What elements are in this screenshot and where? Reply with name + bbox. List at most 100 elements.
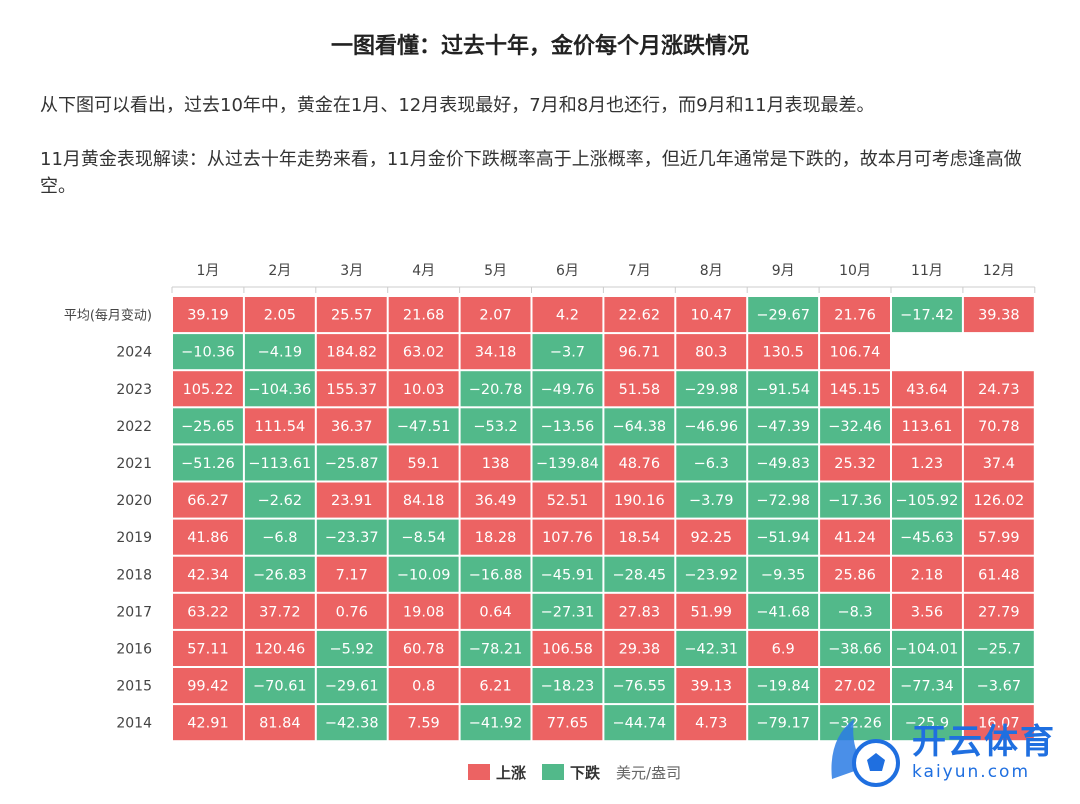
heatmap-cell-label: −42.31 [684, 641, 738, 657]
heatmap-cell [604, 556, 675, 592]
heatmap-cell [532, 408, 603, 444]
heatmap-cell-label: 18.54 [619, 530, 661, 546]
heatmap-cell-label: −23.92 [684, 567, 738, 583]
heatmap-cell-label: −10.36 [181, 345, 235, 361]
heatmap-cell-label: 41.24 [834, 530, 876, 546]
heatmap-cell [316, 705, 387, 741]
x-tick-label: 10月 [839, 263, 871, 279]
heatmap-cell-label: −3.79 [689, 493, 733, 509]
heatmap-cell-label: −47.39 [756, 419, 810, 435]
heatmap-cell [892, 668, 962, 704]
heatmap-cell [676, 593, 747, 629]
heatmap-cell-label: 6.21 [479, 679, 511, 695]
heatmap-cell-label: −49.76 [541, 382, 595, 398]
heatmap-cell [244, 519, 315, 555]
heatmap-cell [604, 519, 675, 555]
heatmap-cell [388, 297, 459, 333]
y-tick-label: 2019 [116, 530, 152, 546]
heatmap-cell [388, 705, 459, 741]
heatmap-cell [748, 593, 819, 629]
heatmap-cell [532, 630, 603, 666]
heatmap-cell-label: 25.32 [834, 456, 876, 472]
heatmap-cell [963, 556, 1034, 592]
brand-watermark: 开云体育 kaiyun.com [820, 706, 1070, 798]
heatmap-cell [244, 482, 315, 518]
heatmap-cell [532, 668, 603, 704]
heatmap-cell-label: −3.7 [550, 345, 585, 361]
heatmap-cell-label: −38.66 [828, 641, 882, 657]
heatmap-cell [173, 445, 243, 481]
heatmap-cell-label: 25.57 [331, 308, 373, 324]
heatmap-cell-label: 41.86 [187, 530, 229, 546]
heatmap-cell [676, 482, 747, 518]
heatmap-cell-label: 77.65 [547, 716, 589, 732]
heatmap-cell [820, 371, 890, 407]
heatmap-cell-label: −17.42 [900, 308, 954, 324]
heatmap-cell [460, 371, 531, 407]
heatmap-cell [460, 705, 531, 741]
heatmap-cell-label: −19.84 [756, 679, 810, 695]
heatmap-cell-label: 59.1 [408, 456, 440, 472]
heatmap-cell-label: 4.73 [695, 716, 727, 732]
heatmap-cell [820, 445, 890, 481]
x-tick-label: 5月 [484, 263, 507, 279]
heatmap-cell [316, 556, 387, 592]
heatmap-cell [748, 668, 819, 704]
heatmap-cell-label: 96.71 [619, 345, 661, 361]
heatmap-cell [604, 482, 675, 518]
heatmap-cell-label: 120.46 [254, 641, 305, 657]
heatmap-cell-label: 63.22 [187, 604, 229, 620]
y-tick-label: 2022 [116, 419, 152, 435]
heatmap-cell-label: 126.02 [973, 493, 1024, 509]
heatmap-cell [963, 297, 1034, 333]
heatmap-cell [316, 408, 387, 444]
heatmap-cell [316, 668, 387, 704]
heatmap-cell-label: −41.68 [756, 604, 810, 620]
heatmap-cell [892, 519, 962, 555]
heatmap-cell [173, 556, 243, 592]
heatmap-cell-label: 19.08 [403, 604, 445, 620]
heatmap-cell [460, 297, 531, 333]
heatmap-cell [963, 630, 1034, 666]
heatmap-cell [604, 705, 675, 741]
x-tick-label: 8月 [700, 263, 723, 279]
heatmap-cell-label: −78.21 [469, 641, 523, 657]
heatmap-cell [316, 630, 387, 666]
y-tick-label: 2018 [116, 567, 152, 583]
x-tick-label: 1月 [196, 263, 219, 279]
heatmap-cell-label: 2.05 [264, 308, 296, 324]
heatmap-cell [460, 593, 531, 629]
heatmap-cell [244, 408, 315, 444]
heatmap-cell [532, 705, 603, 741]
heatmap-cell [604, 630, 675, 666]
heatmap-cell [244, 705, 315, 741]
heatmap-cell-label: 92.25 [690, 530, 732, 546]
heatmap-cell-label: −6.3 [694, 456, 729, 472]
heatmap-cell [173, 519, 243, 555]
heatmap-cell-label: 37.4 [983, 456, 1015, 472]
heatmap-cell-label: 57.99 [978, 530, 1020, 546]
heatmap-cell [604, 297, 675, 333]
heatmap-cell [460, 482, 531, 518]
heatmap-cell [748, 519, 819, 555]
watermark-brand-cn: 开云体育 [912, 722, 1056, 762]
heatmap-cell-label: 51.58 [619, 382, 661, 398]
heatmap-cell [604, 408, 675, 444]
heatmap-cell-label: 52.51 [547, 493, 589, 509]
y-tick-label: 2023 [116, 382, 152, 398]
legend-up-label: 上涨 [496, 763, 527, 782]
heatmap-cell [532, 482, 603, 518]
heatmap-cell [748, 408, 819, 444]
heatmap-cell-label: −51.26 [181, 456, 235, 472]
heatmap-cell-label: −139.84 [536, 456, 599, 472]
heatmap-cell [748, 445, 819, 481]
heatmap-cell [748, 297, 819, 333]
heatmap-cell [173, 482, 243, 518]
x-tick-label: 11月 [911, 263, 943, 279]
heatmap-cell [892, 593, 962, 629]
heatmap-cell [173, 371, 243, 407]
heatmap-cell-label: −76.55 [613, 679, 667, 695]
heatmap-cell-label: 36.49 [475, 493, 517, 509]
heatmap-cell-label: −10.09 [397, 567, 451, 583]
heatmap-cell-label: 2.18 [911, 567, 943, 583]
